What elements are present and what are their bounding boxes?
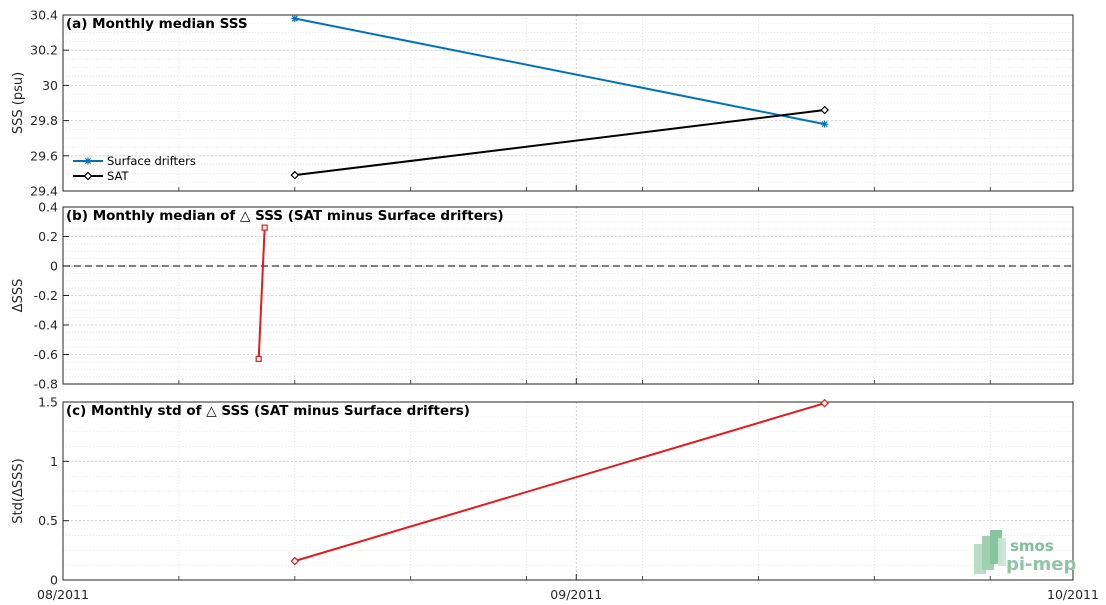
panel-c-ylabel: Std(ΔSSS) xyxy=(11,458,26,523)
logo-mark-icon xyxy=(974,530,1006,574)
panel-a-series-surface-drifters-line xyxy=(294,17,825,126)
panel-b-ytick-label: 0.4 xyxy=(38,200,58,215)
panel-c-xtick-label: 08/2011 xyxy=(37,587,89,602)
panel-a-series-surface-drifters-point xyxy=(291,15,299,23)
legend-marker-0 xyxy=(84,157,92,165)
legend-label-1: SAT xyxy=(107,169,129,183)
panel-a-series-surface-drifters-point xyxy=(821,120,829,128)
panel-c-series-0-point xyxy=(820,398,829,408)
logo-text-bottom: pi-mep xyxy=(1006,554,1076,575)
panel-b-ylabel: ΔSSS xyxy=(11,279,26,313)
legend-label-0: Surface drifters xyxy=(107,154,196,168)
panel-b-series-0-point xyxy=(255,355,262,363)
panel-a-ylabel: SSS (psu) xyxy=(11,72,26,134)
panel-b-ytick-label: 0 xyxy=(50,259,58,274)
panel-c-ytick-label: 1.5 xyxy=(38,395,58,410)
panel-b-ytick-label: -0.8 xyxy=(34,377,58,392)
panel-a-ytick-label: 29.8 xyxy=(30,113,58,128)
panel-b-ytick-label: 0.2 xyxy=(38,229,58,244)
panel-c-ytick-label: 0 xyxy=(50,573,58,588)
panel-b-ytick-label: -0.4 xyxy=(34,318,58,333)
panel-c-series-0-line xyxy=(294,402,825,562)
panel-b-ytick-label: -0.2 xyxy=(34,288,58,303)
logo: smos pi-mep xyxy=(974,530,1076,575)
panel-a-ytick-label: 30.2 xyxy=(30,43,58,58)
legend-marker-1 xyxy=(83,171,93,181)
panel-a-series-sat-point xyxy=(820,105,829,115)
panel-b-title: (b) Monthly median of △ SSS (SAT minus S… xyxy=(66,208,504,224)
panel-c-xtick-label: 10/2011 xyxy=(1047,587,1099,602)
panel-a-ytick-label: 29.4 xyxy=(30,184,58,199)
panel-c-series-0-point xyxy=(290,556,300,566)
panel-b-ytick-label: -0.6 xyxy=(34,347,58,362)
panel-a-ytick-label: 30.4 xyxy=(30,8,58,23)
logo-text-top: smos xyxy=(1010,537,1054,555)
panel-c-frame xyxy=(62,401,1074,581)
panel-b-frame xyxy=(62,206,1074,385)
panel-a-ytick-label: 29.6 xyxy=(30,148,58,163)
panel-a-frame xyxy=(62,14,1074,192)
panel-c-ytick-label: 1 xyxy=(50,454,58,469)
panel-a-series-sat-line xyxy=(294,109,825,177)
panel-a-series-sat-point xyxy=(290,170,300,180)
panel-b-series-0-line xyxy=(257,227,266,359)
panel-b-series-0-point xyxy=(261,224,268,231)
panel-c-xtick-label: 09/2011 xyxy=(550,587,602,602)
panel-a-ytick-label: 30 xyxy=(42,78,58,93)
panel-c-ytick-label: 0.5 xyxy=(38,513,58,528)
panel-c-title: (c) Monthly std of △ SSS (SAT minus Surf… xyxy=(66,403,470,419)
panel-a-title: (a) Monthly median SSS xyxy=(66,16,248,32)
